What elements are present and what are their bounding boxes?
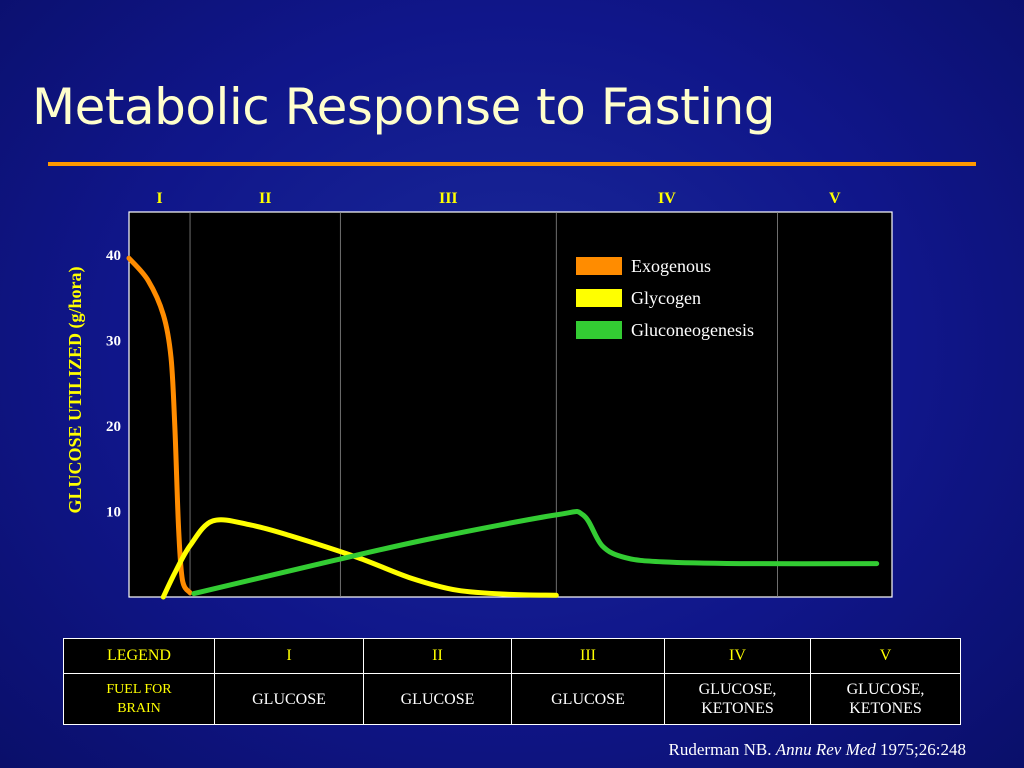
fuel-cell-line2: KETONES xyxy=(849,700,922,717)
fuel-cell: GLUCOSE, KETONES xyxy=(810,673,961,725)
y-tick-label: 20 xyxy=(106,419,121,435)
legend-swatch xyxy=(576,321,622,339)
citation-ref: 1975;26:248 xyxy=(880,740,966,759)
title-divider xyxy=(48,162,976,166)
phase-label: IV xyxy=(658,190,676,207)
fuel-cell: GLUCOSE, KETONES xyxy=(664,673,811,725)
y-tick-label: 10 xyxy=(106,504,121,520)
legend-entry-label: Exogenous xyxy=(631,256,711,276)
fuel-cell: GLUCOSE xyxy=(511,673,665,725)
fuel-cell-line2: KETONES xyxy=(701,700,774,717)
fuel-row-label: FUEL FOR BRAIN xyxy=(63,673,215,725)
phase-label: II xyxy=(259,190,271,207)
phase-label: V xyxy=(829,190,841,207)
table-header-row: LEGEND I II III IV V xyxy=(63,638,961,674)
fuel-row-label-line2: BRAIN xyxy=(117,701,161,716)
plot-area xyxy=(128,211,893,598)
table-header-cell: V xyxy=(810,638,961,674)
citation-journal: Annu Rev Med xyxy=(775,740,876,759)
fuel-cell-line1: GLUCOSE xyxy=(400,690,475,708)
table-header-cell: II xyxy=(363,638,512,674)
legend-entry-label: Glycogen xyxy=(631,288,701,308)
y-axis-label: GLUCOSE UTILIZED (g/hora) xyxy=(65,266,86,513)
gluconeogenesis-series-line xyxy=(191,508,880,597)
phase-label: III xyxy=(439,190,458,207)
table-header-cell: III xyxy=(511,638,665,674)
fuel-cell-line1: GLUCOSE, xyxy=(698,681,777,698)
exogenous-series-line xyxy=(126,255,193,596)
legend-entry-label: Gluconeogenesis xyxy=(631,320,754,340)
phase-label: I xyxy=(156,190,162,207)
citation: Ruderman NB. Annu Rev Med 1975;26:248 xyxy=(669,740,966,760)
legend-swatch xyxy=(576,257,622,275)
fuel-cell-line1: GLUCOSE xyxy=(551,690,625,708)
y-tick-label: 30 xyxy=(106,333,121,349)
table-header-cell: I xyxy=(214,638,364,674)
fuel-cell-line1: GLUCOSE, xyxy=(846,681,925,698)
fuel-row-label-line1: FUEL FOR xyxy=(106,682,172,697)
fuel-cell: GLUCOSE xyxy=(214,673,364,725)
table-row: FUEL FOR BRAIN GLUCOSE GLUCOSE GLUCOSE G… xyxy=(63,673,961,725)
citation-author: Ruderman NB. xyxy=(668,740,772,759)
y-tick-label: 40 xyxy=(106,248,121,264)
fuel-for-brain-table: LEGEND I II III IV V FUEL FOR BRAIN GLUC… xyxy=(63,638,961,725)
fuel-cell: GLUCOSE xyxy=(363,673,512,725)
slide-title: Metabolic Response to Fasting xyxy=(32,78,776,136)
glycogen-series-line xyxy=(160,517,559,600)
table-header-cell: LEGEND xyxy=(63,638,215,674)
table-header-cell: IV xyxy=(664,638,811,674)
legend-swatch xyxy=(576,289,622,307)
fuel-cell-line1: GLUCOSE xyxy=(252,690,326,708)
